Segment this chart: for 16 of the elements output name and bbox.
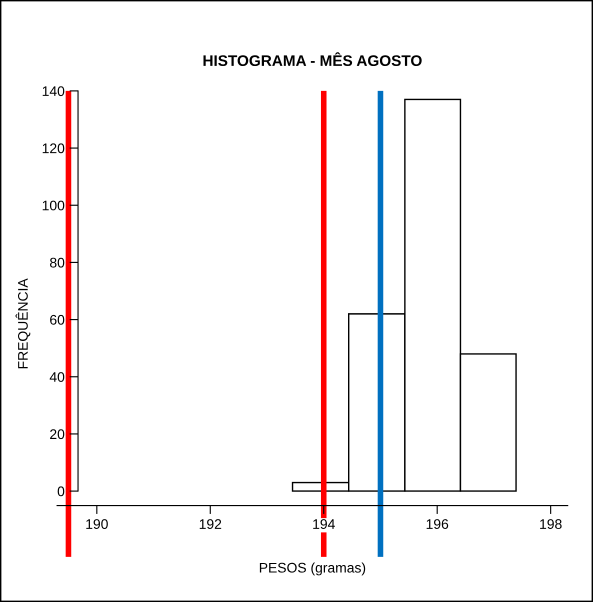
y-tick-label: 40 xyxy=(50,372,64,382)
y-tick-label: 100 xyxy=(42,200,64,210)
y-axis-title: FREQUÊNCIA xyxy=(16,278,30,368)
x-tick-label: 194 xyxy=(313,519,335,529)
y-tick-label: 80 xyxy=(50,258,64,268)
chart-title: HISTOGRAMA - MÊS AGOSTO xyxy=(203,52,422,66)
x-tick-label: 192 xyxy=(200,519,222,529)
y-tick-label: 120 xyxy=(42,143,64,154)
y-tick-label: 60 xyxy=(50,314,64,325)
y-tick-label: 0 xyxy=(58,486,64,496)
y-tick-label: 140 xyxy=(42,86,64,96)
y-tick-label: 20 xyxy=(50,429,64,440)
x-tick-label: 196 xyxy=(426,519,448,529)
x-axis-title: PESOS (gramas) xyxy=(260,562,366,576)
x-tick-label: 198 xyxy=(540,519,562,529)
x-tick-label: 190 xyxy=(86,519,108,529)
